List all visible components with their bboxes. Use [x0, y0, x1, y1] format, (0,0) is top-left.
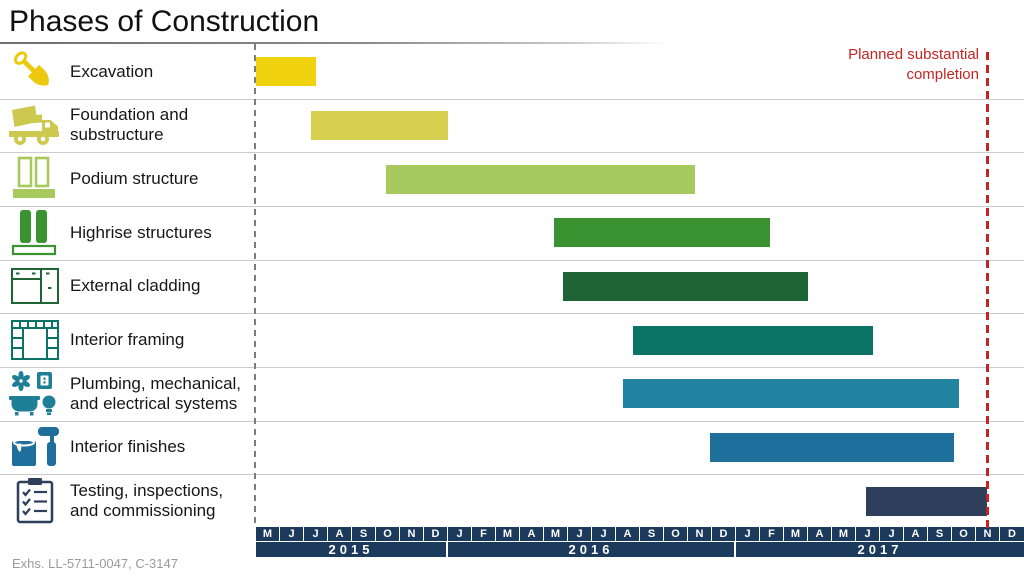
- month-tick: J: [280, 527, 304, 541]
- month-tick: J: [880, 527, 904, 541]
- phase-label: External cladding: [70, 276, 201, 296]
- cladding-panels-icon: [0, 262, 70, 310]
- gantt-bar-framing: [632, 325, 873, 355]
- podium-buildings-icon: [0, 155, 70, 203]
- month-tick: A: [808, 527, 832, 541]
- month-tick: S: [640, 527, 664, 541]
- month-tick: A: [904, 527, 928, 541]
- month-tick: N: [688, 527, 712, 541]
- month-tick: F: [472, 527, 496, 541]
- phase-label: Plumbing, mechanical, and electrical sys…: [70, 373, 242, 413]
- title-underline: [0, 42, 668, 44]
- month-tick: A: [520, 527, 544, 541]
- shovel-icon: [0, 48, 70, 96]
- paint-roller-icon: [0, 423, 70, 471]
- month-tick: O: [952, 527, 976, 541]
- month-tick: A: [616, 527, 640, 541]
- row-divider: [0, 474, 1024, 476]
- month-tick: J: [568, 527, 592, 541]
- gantt-bar-testing: [865, 486, 987, 516]
- month-tick: A: [328, 527, 352, 541]
- highrise-towers-icon: [0, 209, 70, 257]
- month-tick: N: [400, 527, 424, 541]
- checklist-clipboard-icon: [0, 477, 70, 525]
- planned-completion-label: Planned substantial completion: [848, 46, 979, 83]
- phase-label: Podium structure: [70, 169, 199, 189]
- phase-label: Interior framing: [70, 330, 185, 350]
- month-tick: O: [376, 527, 400, 541]
- mep-fixtures-icon: [0, 370, 70, 418]
- gantt-bar-foundation: [311, 110, 448, 140]
- phase-label: Excavation: [70, 61, 154, 81]
- phase-row-highrise: Highrise structures: [0, 206, 256, 260]
- phase-label: Highrise structures: [70, 222, 212, 242]
- phase-row-foundation: Foundation and substructure: [0, 99, 256, 153]
- phase-row-excavation: Excavation: [0, 45, 256, 99]
- month-tick: J: [856, 527, 880, 541]
- phase-label-column: Excavation Foundat: [0, 45, 256, 528]
- year-label-2017: 2017: [736, 542, 1024, 557]
- month-tick: M: [832, 527, 856, 541]
- project-start-line: [254, 44, 256, 528]
- month-tick: J: [592, 527, 616, 541]
- gantt-bar-cladding: [563, 271, 808, 301]
- month-tick: D: [712, 527, 736, 541]
- row-divider: [0, 259, 1024, 261]
- phase-row-framing: Interior framing: [0, 313, 256, 367]
- month-tick: M: [784, 527, 808, 541]
- row-divider: [0, 420, 1024, 422]
- year-axis-row: 2015 2016 2017: [256, 542, 1024, 557]
- exhibit-footnote: Exhs. LL-5711-0047, C-3147: [12, 556, 178, 571]
- phase-label: Interior finishes: [70, 437, 186, 457]
- month-tick: J: [736, 527, 760, 541]
- year-label-2016: 2016: [448, 542, 736, 557]
- phase-row-mep: Plumbing, mechanical, and electrical sys…: [0, 367, 256, 421]
- phase-label: Testing, inspections, and commissioning: [70, 481, 224, 521]
- phase-row-testing: Testing, inspections, and commissioning: [0, 474, 256, 528]
- row-divider: [0, 152, 1024, 154]
- month-tick: J: [304, 527, 328, 541]
- framing-grid-icon: [0, 316, 70, 364]
- page-title: Phases of Construction: [9, 5, 320, 38]
- row-divider: [0, 313, 1024, 315]
- planned-completion-line: [985, 52, 989, 528]
- month-tick: J: [448, 527, 472, 541]
- month-tick: M: [256, 527, 280, 541]
- gantt-bar-finishes: [709, 432, 955, 462]
- month-tick: O: [664, 527, 688, 541]
- month-tick: M: [544, 527, 568, 541]
- month-tick: M: [496, 527, 520, 541]
- row-divider: [0, 367, 1024, 368]
- row-divider: [0, 98, 1024, 100]
- cement-mixer-icon: [0, 101, 70, 149]
- month-tick: D: [424, 527, 448, 541]
- gantt-bar-excavation: [256, 57, 316, 87]
- phase-row-finishes: Interior finishes: [0, 421, 256, 475]
- month-tick: S: [352, 527, 376, 541]
- gantt-chart-area: [256, 45, 1024, 528]
- phase-row-podium: Podium structure: [0, 152, 256, 206]
- month-tick: F: [760, 527, 784, 541]
- month-tick: N: [976, 527, 1000, 541]
- month-tick: S: [928, 527, 952, 541]
- phase-row-cladding: External cladding: [0, 260, 256, 314]
- month-tick: D: [1000, 527, 1024, 541]
- year-label-2015: 2015: [256, 542, 448, 557]
- gantt-bar-highrise: [553, 218, 770, 248]
- phase-label: Foundation and substructure: [70, 105, 189, 145]
- gantt-bar-podium: [385, 164, 696, 194]
- gantt-bar-mep: [623, 379, 960, 409]
- row-divider: [0, 206, 1024, 207]
